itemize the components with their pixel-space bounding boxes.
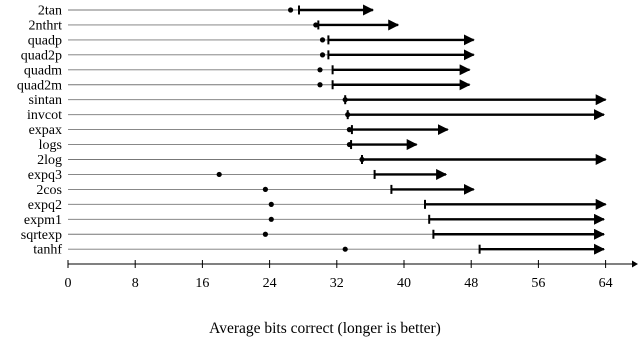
x-tick-label: 16 xyxy=(195,276,209,291)
value-dot xyxy=(317,67,323,73)
x-axis-title: Average bits correct (longer is better) xyxy=(209,320,441,337)
x-tick-label: 48 xyxy=(464,276,478,291)
category-label: sqrtexp xyxy=(21,228,62,243)
category-label: invcot xyxy=(27,108,62,123)
category-label: sintan xyxy=(29,93,62,108)
x-tick-label: 32 xyxy=(330,276,344,291)
value-dot xyxy=(342,246,348,252)
x-tick-label: 40 xyxy=(397,276,411,291)
value-dot xyxy=(317,82,323,88)
category-label: quadp xyxy=(28,33,62,48)
x-tick-label: 64 xyxy=(599,276,613,291)
x-tick-label: 0 xyxy=(65,276,72,291)
category-label: quad2m xyxy=(17,78,62,93)
value-dot xyxy=(268,201,274,207)
value-dot xyxy=(313,22,319,28)
value-dot xyxy=(216,171,222,178)
category-label: 2log xyxy=(37,153,62,168)
category-label: expm1 xyxy=(24,213,62,228)
category-label: expq2 xyxy=(28,198,62,213)
category-labels: 2tan2nthrtquadpquad2pquadmquad2msintanin… xyxy=(17,4,62,258)
value-dot xyxy=(288,7,294,13)
category-label: logs xyxy=(39,138,62,153)
chart-marks xyxy=(68,4,607,255)
value-dot xyxy=(262,186,268,192)
value-dot xyxy=(319,37,326,43)
category-label: 2cos xyxy=(36,183,62,198)
x-tick-label: 24 xyxy=(263,276,277,291)
category-label: quadm xyxy=(24,63,62,78)
x-axis-arrowhead xyxy=(632,260,638,268)
x-tick-label: 56 xyxy=(531,276,545,291)
category-label: 2tan xyxy=(38,4,62,19)
category-label: expax xyxy=(29,123,62,138)
x-tick-label: 8 xyxy=(132,276,139,291)
value-dot xyxy=(268,216,274,222)
category-label: quad2p xyxy=(21,48,62,63)
value-dot xyxy=(262,231,268,237)
category-label: tanhf xyxy=(33,243,62,258)
x-axis: 0 8 16 24 32 40 48 56 64 xyxy=(65,260,638,291)
category-label: 2nthrt xyxy=(29,18,63,33)
category-label: expq3 xyxy=(28,168,62,183)
value-dot xyxy=(346,127,352,133)
value-dot xyxy=(319,52,326,58)
